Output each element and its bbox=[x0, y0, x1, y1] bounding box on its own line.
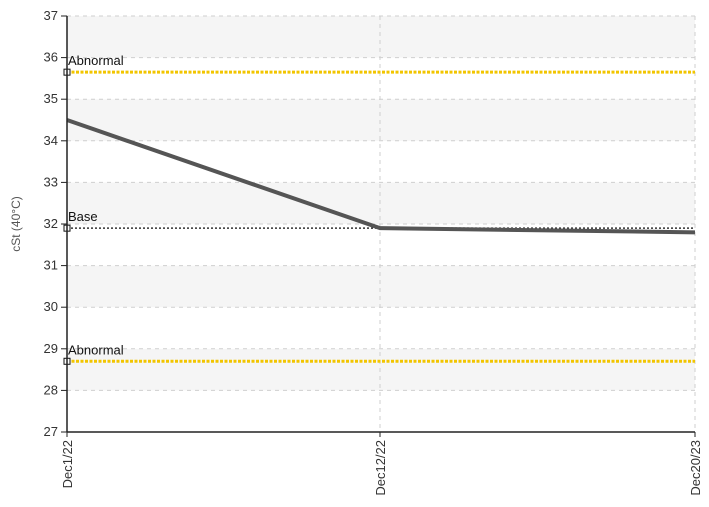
y-axis-label: cSt (40°C) bbox=[9, 196, 23, 251]
y-tick-label: 32 bbox=[44, 216, 58, 231]
band bbox=[67, 265, 695, 308]
band bbox=[67, 16, 695, 58]
band bbox=[67, 307, 695, 349]
background-bands bbox=[67, 16, 695, 432]
band bbox=[67, 140, 695, 183]
reference-label: Abnormal bbox=[68, 342, 124, 357]
x-tick-label: Dec20/23 bbox=[688, 440, 703, 496]
reference-label: Abnormal bbox=[68, 53, 124, 68]
y-tick-label: 28 bbox=[44, 382, 58, 397]
y-tick-label: 33 bbox=[44, 174, 58, 189]
series-lines bbox=[66, 118, 696, 235]
band bbox=[67, 99, 695, 141]
x-ticks: Dec1/22 Dec12/22 Dec20/23 bbox=[60, 432, 703, 496]
y-tick-label: 37 bbox=[44, 8, 58, 23]
x-tick-label: Dec12/22 bbox=[373, 440, 388, 496]
band bbox=[67, 390, 695, 432]
y-tick-label: 34 bbox=[44, 133, 58, 148]
x-tick-label: Dec1/22 bbox=[60, 440, 75, 488]
y-tick-label: 27 bbox=[44, 424, 58, 439]
y-tick-label: 30 bbox=[44, 299, 58, 314]
reference-label: Base bbox=[68, 209, 98, 224]
band bbox=[67, 57, 695, 100]
y-tick-label: 36 bbox=[44, 50, 58, 65]
y-tick-label: 29 bbox=[44, 341, 58, 356]
series-line bbox=[66, 118, 696, 235]
band bbox=[67, 348, 695, 391]
band bbox=[67, 182, 695, 224]
y-ticks: 27 28 29 30 31 32 33 34 35 36 37 bbox=[44, 8, 67, 439]
y-tick-label: 31 bbox=[44, 258, 58, 273]
y-tick-label: 35 bbox=[44, 91, 58, 106]
